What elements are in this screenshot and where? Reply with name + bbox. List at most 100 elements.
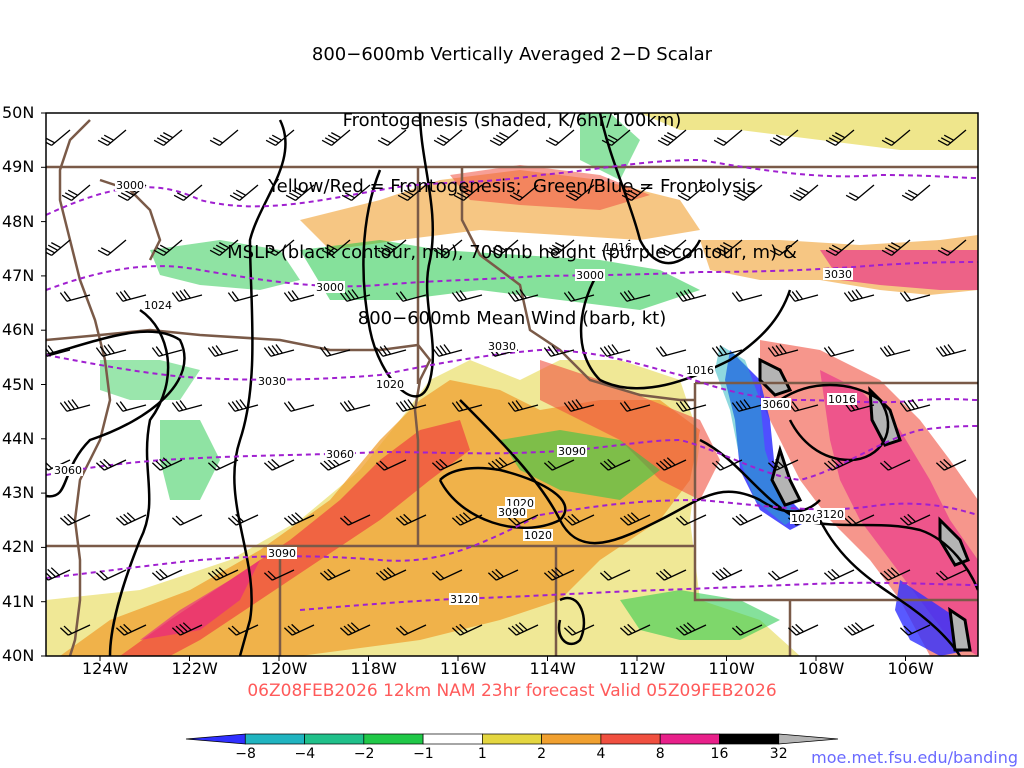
wind-barb — [265, 129, 295, 146]
wind-barb — [845, 184, 875, 201]
wind-barb — [171, 400, 203, 412]
wind-barb — [937, 129, 967, 146]
wind-barb — [229, 184, 259, 201]
colorbar-label: 16 — [710, 746, 729, 762]
wind-barb — [227, 399, 259, 412]
wind-barb — [377, 239, 407, 256]
wind-barb — [509, 184, 539, 201]
wind-barb — [319, 346, 351, 357]
wind-barb — [769, 129, 799, 146]
lat-label: 44N — [2, 428, 35, 448]
wind-barb — [263, 458, 295, 471]
wind-barb — [283, 290, 315, 302]
wind-barb — [46, 567, 71, 581]
colorbar-swatch — [185, 733, 246, 745]
wind-barb — [787, 623, 819, 636]
wind-barb — [711, 459, 743, 471]
wind-barb — [59, 513, 91, 526]
wind-barb — [46, 345, 71, 357]
height-label: 3090 — [558, 445, 586, 458]
lat-label: 49N — [2, 157, 35, 177]
wind-barb — [899, 399, 931, 412]
wind-barb — [319, 568, 351, 581]
wind-barb — [151, 346, 183, 357]
wind-barb — [341, 184, 371, 201]
wind-barb — [545, 239, 575, 256]
wind-barb — [489, 239, 519, 256]
state-borders — [46, 119, 978, 656]
wind-barb — [767, 569, 799, 581]
title-line-2: Frontogenesis (shaded, K/6hr/100km) — [342, 110, 682, 131]
colorbar-label: 32 — [769, 746, 788, 762]
title-line-3: Yellow/Red = Frontogenesis; Green/Blue =… — [268, 176, 756, 197]
title-line-4: MSLP (black contour, mb), 700mb height (… — [227, 242, 797, 263]
wind-barb — [115, 290, 147, 302]
colorbar-label: 1 — [477, 746, 487, 762]
lat-label: 42N — [2, 537, 35, 557]
wind-barb — [375, 567, 407, 581]
lon-label: 122W — [171, 659, 218, 678]
mslp-label: 1016 — [828, 393, 856, 406]
colorbar-swatch — [541, 733, 602, 745]
colorbar-swatch — [600, 733, 661, 745]
lon-label: 110W — [708, 659, 755, 678]
wind-barb — [899, 624, 931, 636]
wind-barb — [731, 399, 763, 412]
wind-barb — [321, 239, 351, 256]
wind-barb — [151, 568, 183, 581]
height-label: 3060 — [54, 464, 82, 477]
wind-barb — [375, 345, 407, 357]
wind-barb — [711, 567, 743, 581]
wind-barb — [655, 568, 687, 581]
lat-label: 46N — [2, 320, 35, 340]
wind-barb — [207, 345, 239, 357]
wind-barb — [95, 458, 127, 471]
wind-barb — [339, 622, 371, 636]
wind-barb — [899, 291, 931, 302]
wind-barb — [487, 457, 519, 471]
wind-barb — [395, 291, 427, 302]
mslp-label: 1024 — [144, 299, 172, 312]
wind-barb — [899, 513, 931, 526]
wind-barb — [731, 624, 763, 636]
wind-barb — [319, 457, 351, 471]
wind-barb — [565, 184, 595, 201]
wind-barb — [823, 346, 855, 357]
wind-barb — [713, 239, 743, 256]
lat-label: 45N — [2, 374, 35, 394]
wind-barb — [46, 239, 71, 256]
wind-barb — [563, 399, 595, 412]
wind-barb — [431, 569, 463, 581]
lon-label: 108W — [798, 659, 845, 678]
lon-label: 124W — [82, 659, 129, 678]
colorbar-swatch — [244, 733, 305, 745]
wind-barb — [283, 401, 315, 412]
wind-barb — [621, 184, 651, 201]
wind-barb — [263, 569, 295, 581]
wind-barb — [545, 129, 575, 146]
height-label: 3030 — [488, 340, 516, 353]
wind-barb — [843, 289, 875, 302]
wind-barb — [901, 184, 931, 201]
wind-barb — [599, 344, 631, 357]
lat-label: 43N — [2, 483, 35, 503]
colorbar — [185, 733, 839, 745]
source-url[interactable]: moe.met.fsu.edu/banding — [811, 748, 1018, 767]
colorbar-swatch — [482, 733, 542, 745]
wind-barb — [151, 457, 183, 471]
wind-barb — [675, 400, 707, 412]
wind-barb — [655, 346, 687, 357]
wind-barb — [655, 457, 687, 471]
wind-barb — [339, 289, 371, 302]
colorbar-label: −1 — [413, 746, 434, 762]
height-label: 3090 — [268, 547, 296, 560]
wind-barb — [339, 400, 371, 412]
plot-area: 1024102010161016102010201020101630003000… — [46, 113, 978, 656]
wind-barb — [677, 184, 707, 201]
wind-barb — [879, 345, 911, 357]
wind-barb — [823, 457, 855, 471]
colorbar-label: 4 — [596, 746, 606, 762]
colorbar-label: −4 — [294, 746, 316, 762]
wind-barb — [935, 569, 967, 581]
wind-barb — [675, 289, 707, 302]
